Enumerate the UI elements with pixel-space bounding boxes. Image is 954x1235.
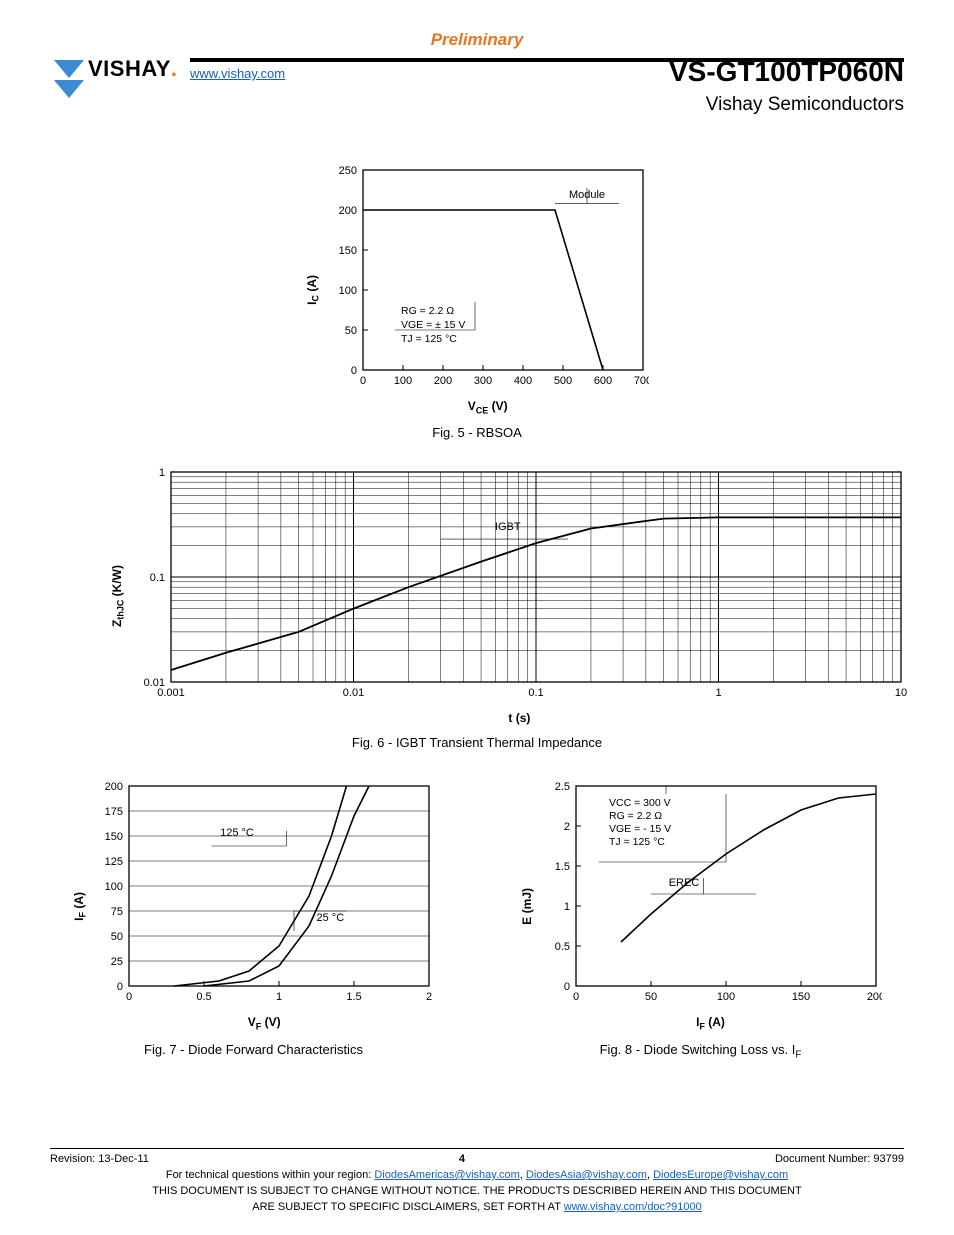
svg-text:VCC = 300 V: VCC = 300 V xyxy=(609,797,671,809)
svg-text:10: 10 xyxy=(895,687,907,699)
svg-text:0.1: 0.1 xyxy=(150,572,165,584)
svg-text:EREC: EREC xyxy=(668,877,699,889)
fig5-ylabel: IC (A) xyxy=(305,275,320,305)
fig7-xlabel: VF (V) xyxy=(93,1015,435,1031)
svg-text:VGE = ± 15 V: VGE = ± 15 V xyxy=(401,319,465,331)
doc-number: Document Number: 93799 xyxy=(775,1153,904,1165)
fig6-xlabel: t (s) xyxy=(131,711,907,725)
svg-text:600: 600 xyxy=(594,375,612,387)
svg-text:150: 150 xyxy=(105,831,123,843)
svg-text:0.5: 0.5 xyxy=(197,991,212,1003)
svg-text:0.01: 0.01 xyxy=(343,687,364,699)
svg-text:400: 400 xyxy=(514,375,532,387)
svg-text:1.5: 1.5 xyxy=(554,861,569,873)
fig7-chart: 0 0.5 1 1.5 2 0 25 50 75 100 125 150 175 200 125 °C 25 … xyxy=(93,780,435,1006)
svg-text:VGE = - 15 V: VGE = - 15 V xyxy=(609,823,671,835)
disclaimer-link[interactable]: www.vishay.com/doc?91000 xyxy=(564,1201,702,1213)
svg-text:125 °C: 125 °C xyxy=(220,827,254,839)
svg-text:RG = 2.2 Ω: RG = 2.2 Ω xyxy=(609,810,662,822)
svg-text:2: 2 xyxy=(563,821,569,833)
svg-text:700: 700 xyxy=(634,375,649,387)
fig7-caption: Fig. 7 - Diode Forward Characteristics xyxy=(50,1042,457,1057)
svg-text:150: 150 xyxy=(791,991,809,1003)
footer: Revision: 13-Dec-11 4 Document Number: 9… xyxy=(50,1148,904,1213)
svg-text:0: 0 xyxy=(351,365,357,377)
fig6-ylabel: ZthJC (K/W) xyxy=(110,565,125,627)
vishay-url-link[interactable]: www.vishay.com xyxy=(190,66,285,81)
revision-text: Revision: 13-Dec-11 xyxy=(50,1153,149,1165)
svg-text:1.5: 1.5 xyxy=(347,991,362,1003)
svg-text:TJ = 125 °C: TJ = 125 °C xyxy=(609,836,665,848)
svg-text:0: 0 xyxy=(572,991,578,1003)
email-americas-link[interactable]: DiodesAmericas@vishay.com xyxy=(374,1169,519,1181)
figure-7: IF (A) 0 0.5 1 1.5 2 0 25 50 75 100 125 150 175 200 12… xyxy=(50,780,457,1060)
figure-5: IC (A) 0 100 200 300 400 500 600 700 0 50 100 150 20… xyxy=(50,164,904,440)
svg-text:1: 1 xyxy=(716,687,722,699)
vishay-logo-icon xyxy=(50,56,88,104)
svg-text:0: 0 xyxy=(117,981,123,993)
svg-text:RG = 2.2 Ω: RG = 2.2 Ω xyxy=(401,305,454,317)
svg-text:0: 0 xyxy=(563,981,569,993)
svg-text:100: 100 xyxy=(394,375,412,387)
svg-text:1: 1 xyxy=(159,467,165,479)
svg-text:500: 500 xyxy=(554,375,572,387)
logo-block: VISHAY. xyxy=(50,56,190,104)
page-number: 4 xyxy=(459,1153,465,1165)
svg-text:175: 175 xyxy=(105,806,123,818)
tech-prefix: For technical questions within your regi… xyxy=(166,1169,375,1181)
svg-text:125: 125 xyxy=(105,856,123,868)
svg-text:100: 100 xyxy=(338,285,356,297)
fig8-xlabel: IF (A) xyxy=(540,1015,882,1031)
svg-text:2: 2 xyxy=(426,991,432,1003)
fig8-ylabel: E (mJ) xyxy=(520,888,534,925)
fig5-chart: 0100200300400500600700050100150200250Mod… xyxy=(327,164,649,390)
subtitle: Vishay Semiconductors xyxy=(669,94,904,116)
svg-text:1: 1 xyxy=(563,901,569,913)
figure-6: ZthJC (K/W) 0.0010.010.11100.010.11IGBT … xyxy=(50,466,904,750)
preliminary-label: Preliminary xyxy=(50,30,904,50)
svg-text:50: 50 xyxy=(644,991,656,1003)
svg-text:200: 200 xyxy=(434,375,452,387)
svg-text:1: 1 xyxy=(276,991,282,1003)
disclaimer-1: THIS DOCUMENT IS SUBJECT TO CHANGE WITHO… xyxy=(50,1185,904,1197)
svg-text:100: 100 xyxy=(716,991,734,1003)
svg-text:50: 50 xyxy=(344,325,356,337)
svg-text:0.5: 0.5 xyxy=(554,941,569,953)
email-asia-link[interactable]: DiodesAsia@vishay.com xyxy=(526,1169,647,1181)
fig7-ylabel: IF (A) xyxy=(72,892,87,921)
svg-text:150: 150 xyxy=(338,245,356,257)
disclaimer-2-prefix: ARE SUBJECT TO SPECIFIC DISCLAIMERS, SET… xyxy=(252,1201,564,1213)
svg-text:0: 0 xyxy=(360,375,366,387)
svg-text:300: 300 xyxy=(474,375,492,387)
fig8-caption: Fig. 8 - Diode Switching Loss vs. IF xyxy=(497,1042,904,1061)
fig5-xlabel: VCE (V) xyxy=(327,399,649,415)
svg-text:75: 75 xyxy=(111,906,123,918)
svg-text:0.1: 0.1 xyxy=(529,687,544,699)
part-number: VS-GT100TP060N xyxy=(669,56,904,88)
fig6-chart: 0.0010.010.11100.010.11IGBT xyxy=(131,466,907,702)
svg-text:2.5: 2.5 xyxy=(554,781,569,793)
svg-text:200: 200 xyxy=(866,991,881,1003)
svg-text:250: 250 xyxy=(338,165,356,177)
svg-text:TJ = 125 °C: TJ = 125 °C xyxy=(401,333,457,345)
svg-text:200: 200 xyxy=(105,781,123,793)
svg-text:100: 100 xyxy=(105,881,123,893)
svg-text:200: 200 xyxy=(338,205,356,217)
svg-text:25: 25 xyxy=(111,956,123,968)
svg-text:25 °C: 25 °C xyxy=(317,912,345,924)
logo-text: VISHAY xyxy=(88,56,171,81)
svg-text:0.01: 0.01 xyxy=(144,677,165,689)
fig6-caption: Fig. 6 - IGBT Transient Thermal Impedanc… xyxy=(50,735,904,750)
svg-text:0: 0 xyxy=(126,991,132,1003)
fig5-caption: Fig. 5 - RBSOA xyxy=(50,425,904,440)
svg-text:50: 50 xyxy=(111,931,123,943)
email-europe-link[interactable]: DiodesEurope@vishay.com xyxy=(653,1169,788,1181)
figure-8: E (mJ) 0 50 100 150 200 0 0.5 1 1.5 2 2.5 VCC = 300… xyxy=(497,780,904,1060)
fig8-chart: 0 50 100 150 200 0 0.5 1 1.5 2 2.5 VCC = 300 VRG = … xyxy=(540,780,882,1006)
